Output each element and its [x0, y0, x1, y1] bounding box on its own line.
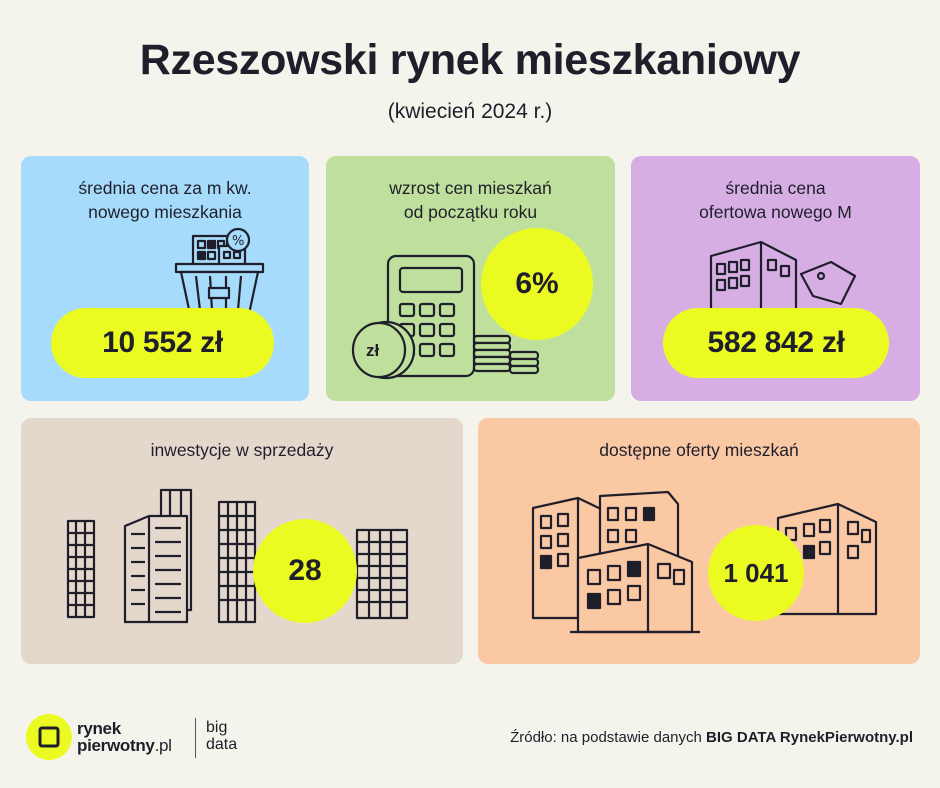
coin-currency-label: zł	[366, 341, 380, 360]
card-avg-offer-price: średnia cena ofertowa nowego M 582 842 z…	[631, 156, 920, 401]
source-bold: BIG DATA RynekPierwotny.pl	[706, 729, 913, 746]
card-value-circle: 28	[253, 519, 357, 623]
card-price-growth: wzrost cen mieszkań od początku roku zł …	[326, 156, 615, 401]
page-title: Rzeszowski rynek mieszkaniowy	[139, 36, 801, 84]
source-prefix: Źródło: na podstawie danych	[510, 729, 707, 746]
logo-line2-suffix: .pl	[154, 736, 172, 755]
card-label-line1: średnia cena za m kw.	[78, 178, 252, 198]
card-label-line2: nowego mieszkania	[88, 202, 242, 222]
svg-text:%: %	[232, 234, 244, 249]
tower-blocks-icon	[66, 488, 409, 624]
card-investments-on-sale: inwestycje w sprzedaży 28	[21, 418, 463, 664]
apartment-buildings-icon	[531, 490, 878, 634]
card-label-line2: od początku roku	[403, 202, 538, 222]
page-subtitle: (kwiecień 2024 r.)	[387, 100, 553, 123]
logo-wordmark: rynek pierwotny.pl	[77, 720, 172, 754]
card-value-pill: 10 552 zł	[51, 308, 274, 378]
card-value-pill: 582 842 zł	[663, 308, 889, 378]
logo-line1: rynek	[77, 719, 121, 738]
source-note: Źródło: na podstawie danych BIG DATA Ryn…	[510, 729, 913, 746]
card-available-offers: dostępne oferty mieszkań 1 041	[478, 418, 920, 664]
logo-separator	[195, 718, 196, 758]
logo-big-data: big data	[206, 719, 237, 753]
calculator-coins-icon	[351, 254, 540, 380]
logo-big-line2: data	[206, 736, 238, 753]
building-price-tag-icon	[709, 240, 857, 318]
logo-line2: pierwotny	[77, 736, 155, 755]
card-label-line1: dostępne oferty mieszkań	[599, 440, 799, 460]
card-avg-price-per-sqm: średnia cena za m kw. nowego mieszkania …	[21, 156, 309, 401]
logo-square-icon	[38, 726, 60, 748]
logo-badge	[26, 714, 72, 760]
card-label-line1: średnia cena	[725, 178, 826, 198]
card-label-line1: inwestycje w sprzedaży	[150, 440, 334, 460]
card-value-circle: 1 041	[708, 525, 804, 621]
card-label-line2: ofertowa nowego M	[699, 202, 852, 222]
logo-big-line1: big	[206, 719, 228, 736]
shopping-basket-buildings-icon: %	[174, 227, 265, 316]
card-label-line1: wzrost cen mieszkań	[389, 178, 552, 198]
card-value-circle: 6%	[481, 228, 593, 340]
